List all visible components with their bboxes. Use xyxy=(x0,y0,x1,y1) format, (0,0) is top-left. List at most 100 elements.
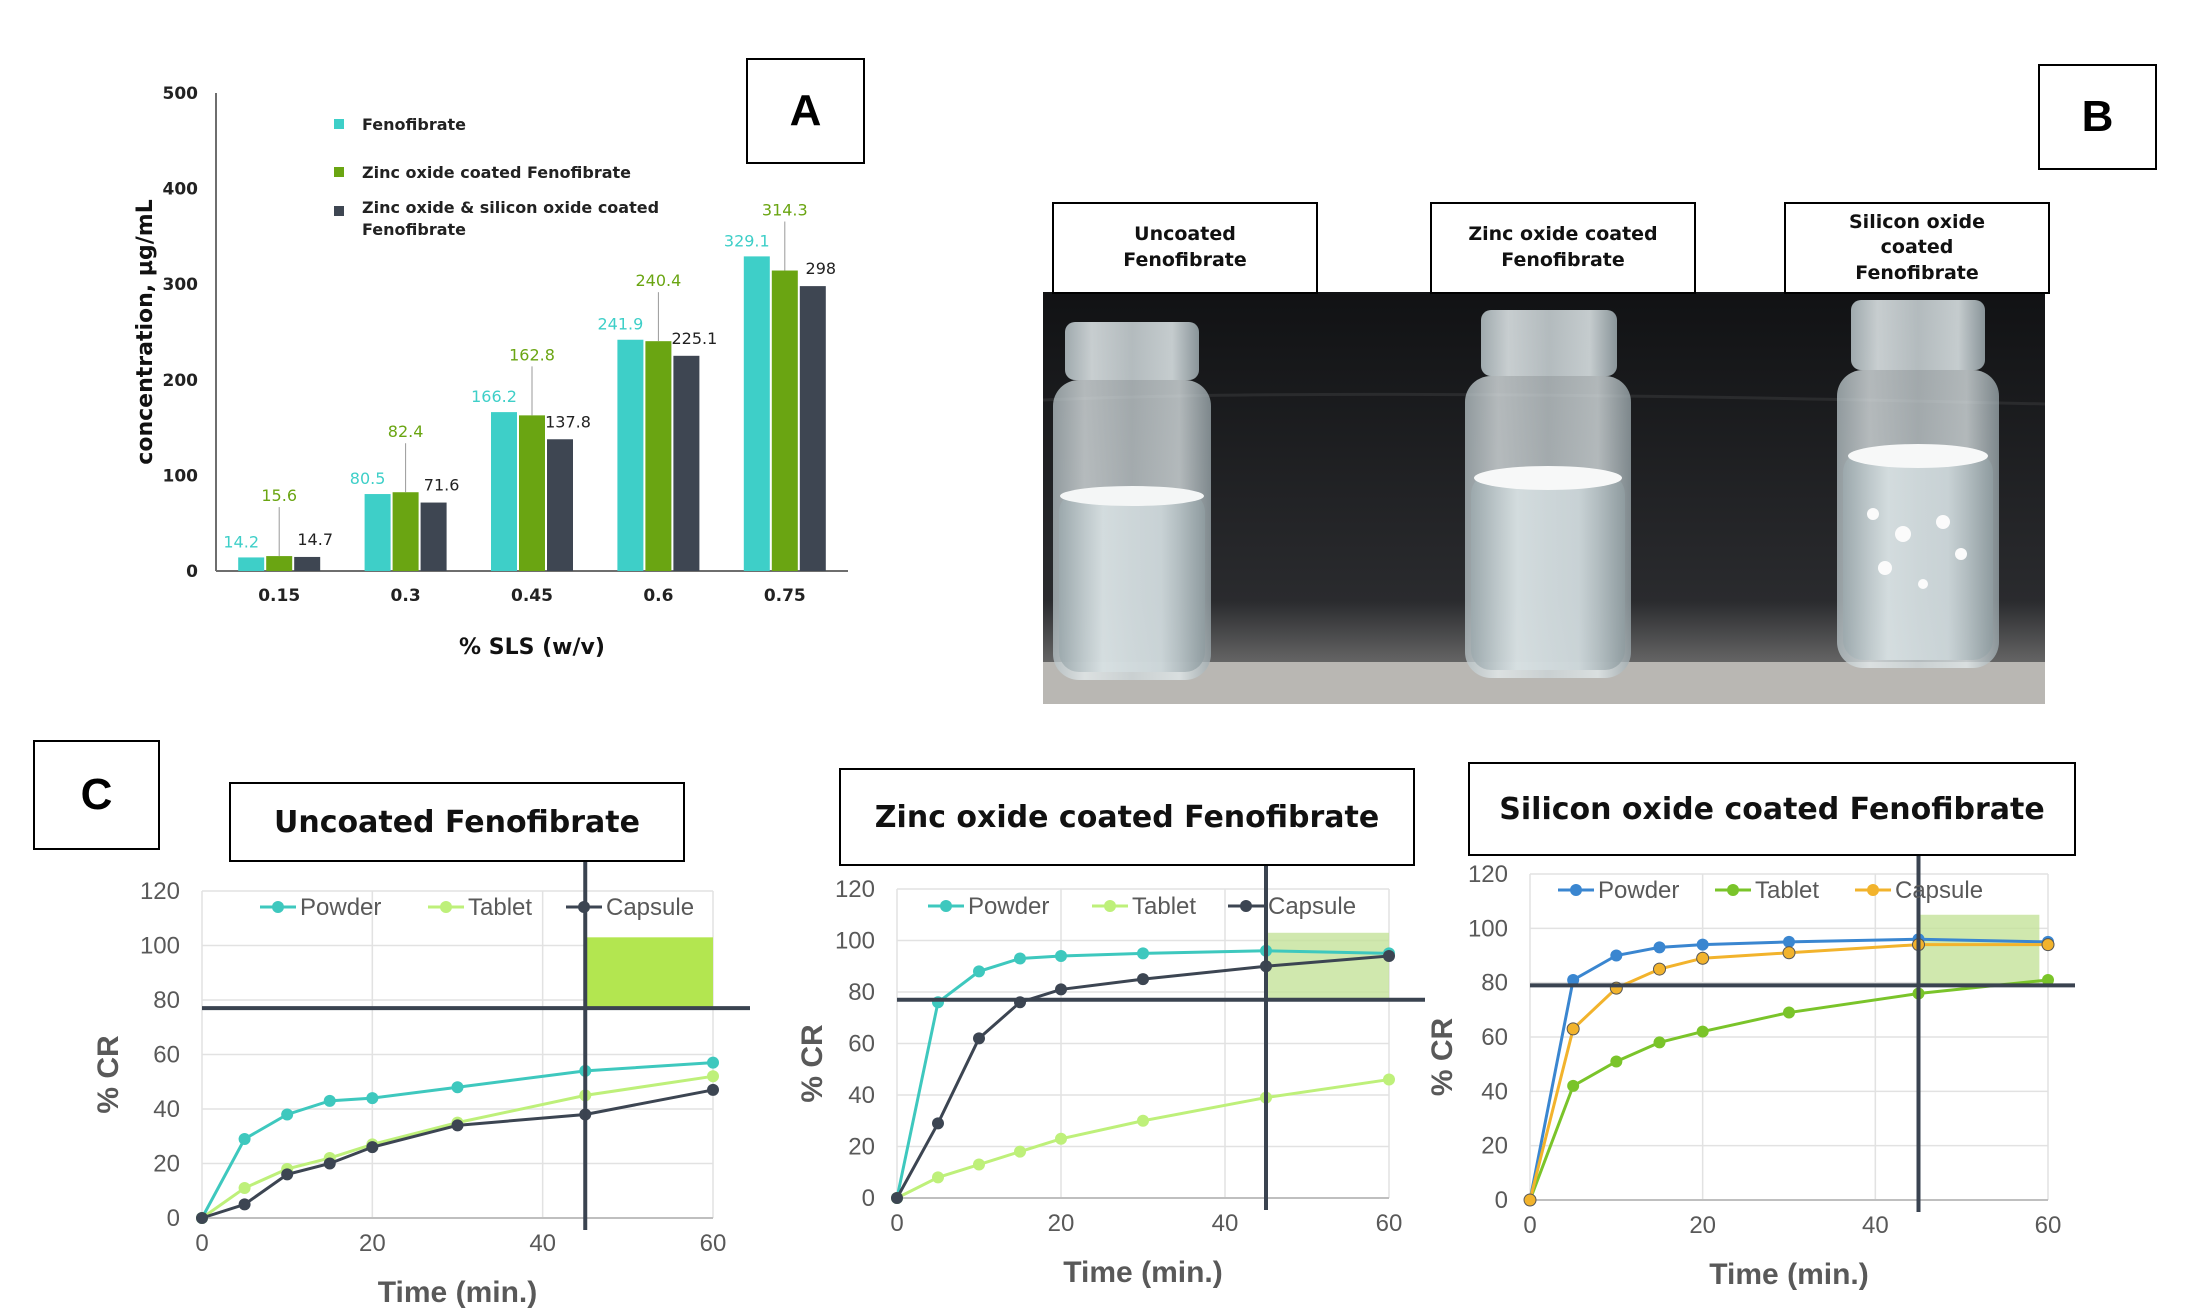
c3-x-axis-title: Time (min.) xyxy=(1709,1258,1868,1291)
a-bar-zinc-oxide-silicon-oxide-coated-fenofibrate xyxy=(547,439,573,571)
a-bar-zinc-oxide-coated-fenofibrate xyxy=(266,556,293,571)
vials-photo xyxy=(1043,292,2045,704)
c3-point-tablet xyxy=(1653,1036,1666,1049)
a-x-tick-label: 0.75 xyxy=(764,586,806,606)
c2-line-capsule xyxy=(895,954,1390,1199)
c1-point-tablet xyxy=(238,1182,251,1195)
a-data-label: 14.2 xyxy=(223,532,259,551)
a-bar-zinc-oxide-coated-fenofibrate xyxy=(392,492,419,571)
a-bar-zinc-oxide-coated-fenofibrate xyxy=(771,270,798,571)
a-x-tick-label: 0.45 xyxy=(511,586,553,606)
a-data-label: 15.6 xyxy=(261,486,297,505)
c1-point-capsule xyxy=(238,1198,251,1211)
c3-point-tablet xyxy=(1696,1025,1709,1038)
label-uncoated-text: Uncoated Fenofibrate xyxy=(1123,223,1247,271)
c2-legend-label: Powder xyxy=(968,893,1049,920)
a-x-tick-label: 0.3 xyxy=(391,586,421,606)
a-data-label: 298 xyxy=(806,259,837,278)
c2-point-tablet xyxy=(1383,1073,1395,1086)
c1-line-capsule xyxy=(201,1088,714,1220)
c3-y-tick-label: 60 xyxy=(1481,1024,1508,1051)
c3-point-tablet xyxy=(1567,1079,1580,1092)
a-bar-zinc-oxide-coated-fenofibrate xyxy=(519,415,545,571)
a-legend-swatch xyxy=(334,167,344,177)
c3-y-tick-label: 120 xyxy=(1468,861,1508,888)
c3-legend-marker xyxy=(1727,884,1739,896)
c1-x-axis-title: Time (min.) xyxy=(378,1276,537,1309)
c3-point-powder xyxy=(1653,941,1666,954)
a-y-tick-label: 0 xyxy=(186,562,198,582)
c2-point-tablet xyxy=(1137,1114,1149,1127)
c3-point-powder xyxy=(1567,973,1580,986)
c2-target-region xyxy=(1266,932,1389,1000)
a-bar-fenofibrate xyxy=(617,339,644,571)
c3-point-capsule xyxy=(1782,946,1796,960)
c2-point-tablet xyxy=(1014,1145,1026,1158)
a-y-tick-label: 100 xyxy=(163,466,199,486)
c3-point-capsule xyxy=(1653,962,1666,976)
c2-y-axis-title: % CR xyxy=(796,1024,829,1103)
c3-point-capsule xyxy=(1696,951,1710,965)
c2-point-powder xyxy=(973,965,985,978)
c3-point-capsule xyxy=(1523,1193,1537,1207)
c2-x-tick-label: 0 xyxy=(890,1210,903,1237)
c1-x-tick-label: 40 xyxy=(529,1230,556,1257)
c3-y-tick-label: 40 xyxy=(1481,1078,1508,1105)
c3-target-region xyxy=(1918,914,2040,986)
c2-legend-label: Tablet xyxy=(1132,893,1196,920)
a-data-label: 82.4 xyxy=(388,422,424,441)
c3-legend-marker xyxy=(1570,884,1582,896)
c3-x-tick-label: 0 xyxy=(1523,1212,1536,1239)
c2-legend-label: Capsule xyxy=(1268,893,1356,920)
c2-y-tick-label: 20 xyxy=(848,1134,875,1161)
a-data-label: 240.4 xyxy=(635,271,681,290)
c3-y-tick-label: 80 xyxy=(1481,970,1508,997)
a-bar-fenofibrate xyxy=(743,256,770,571)
c2-x-axis-title: Time (min.) xyxy=(1063,1256,1222,1289)
c1-y-tick-label: 40 xyxy=(153,1096,180,1123)
c1-legend-marker xyxy=(272,901,284,913)
c3-point-powder xyxy=(1783,935,1795,948)
vial-zinc-oxide-coated xyxy=(1465,310,1631,678)
c2-x-tick-label: 40 xyxy=(1212,1210,1239,1237)
c3-line-powder xyxy=(1528,937,2049,1201)
c1-y-tick-label: 120 xyxy=(140,878,180,905)
a-legend-label: Zinc oxide & silicon oxide coated xyxy=(362,198,659,217)
label-zinc-oxide-text: Zinc oxide coated Fenofibrate xyxy=(1468,223,1658,271)
a-y-tick-label: 400 xyxy=(163,180,199,200)
a-legend-label: Fenofibrate xyxy=(362,220,466,239)
panel-a-label: A xyxy=(746,58,865,164)
vial-silicon-oxide-coated xyxy=(1837,300,1999,668)
c3-x-tick-label: 40 xyxy=(1862,1212,1889,1239)
c1-x-tick-label: 0 xyxy=(195,1230,208,1257)
c2-point-capsule xyxy=(1055,983,1067,996)
title-zinc-oxide: Zinc oxide coated Fenofibrate xyxy=(839,768,1415,866)
a-bar-zinc-oxide-silicon-oxide-coated-fenofibrate xyxy=(673,355,700,571)
c1-point-powder xyxy=(323,1094,336,1107)
c1-y-tick-label: 20 xyxy=(153,1151,180,1178)
c2-point-tablet xyxy=(973,1158,985,1171)
c2-y-tick-label: 40 xyxy=(848,1082,875,1109)
label-silicon-oxide: Silicon oxide coated Fenofibrate xyxy=(1784,202,2050,294)
a-data-label: 241.9 xyxy=(597,315,643,334)
c1-legend-label: Capsule xyxy=(606,894,694,921)
c1-point-capsule xyxy=(366,1141,379,1154)
c3-point-capsule xyxy=(2041,938,2055,952)
a-bar-fenofibrate xyxy=(238,557,265,571)
c2-y-tick-label: 0 xyxy=(862,1185,875,1212)
c1-x-tick-label: 20 xyxy=(359,1230,386,1257)
c3-legend-label: Powder xyxy=(1598,877,1679,904)
c2-legend-marker xyxy=(1104,900,1116,912)
a-x-tick-label: 0.6 xyxy=(643,586,673,606)
a-data-label: 14.7 xyxy=(297,530,333,549)
c2-point-capsule xyxy=(891,1192,903,1204)
a-y-tick-label: 500 xyxy=(163,84,199,104)
c1-point-capsule xyxy=(707,1083,719,1096)
c1-y-tick-label: 100 xyxy=(140,933,180,960)
a-y-tick-label: 200 xyxy=(163,371,199,391)
c3-point-tablet xyxy=(1783,1006,1795,1019)
c3-line-capsule xyxy=(1528,943,2048,1201)
c2-y-tick-label: 120 xyxy=(835,876,875,903)
c1-point-powder xyxy=(707,1056,719,1069)
